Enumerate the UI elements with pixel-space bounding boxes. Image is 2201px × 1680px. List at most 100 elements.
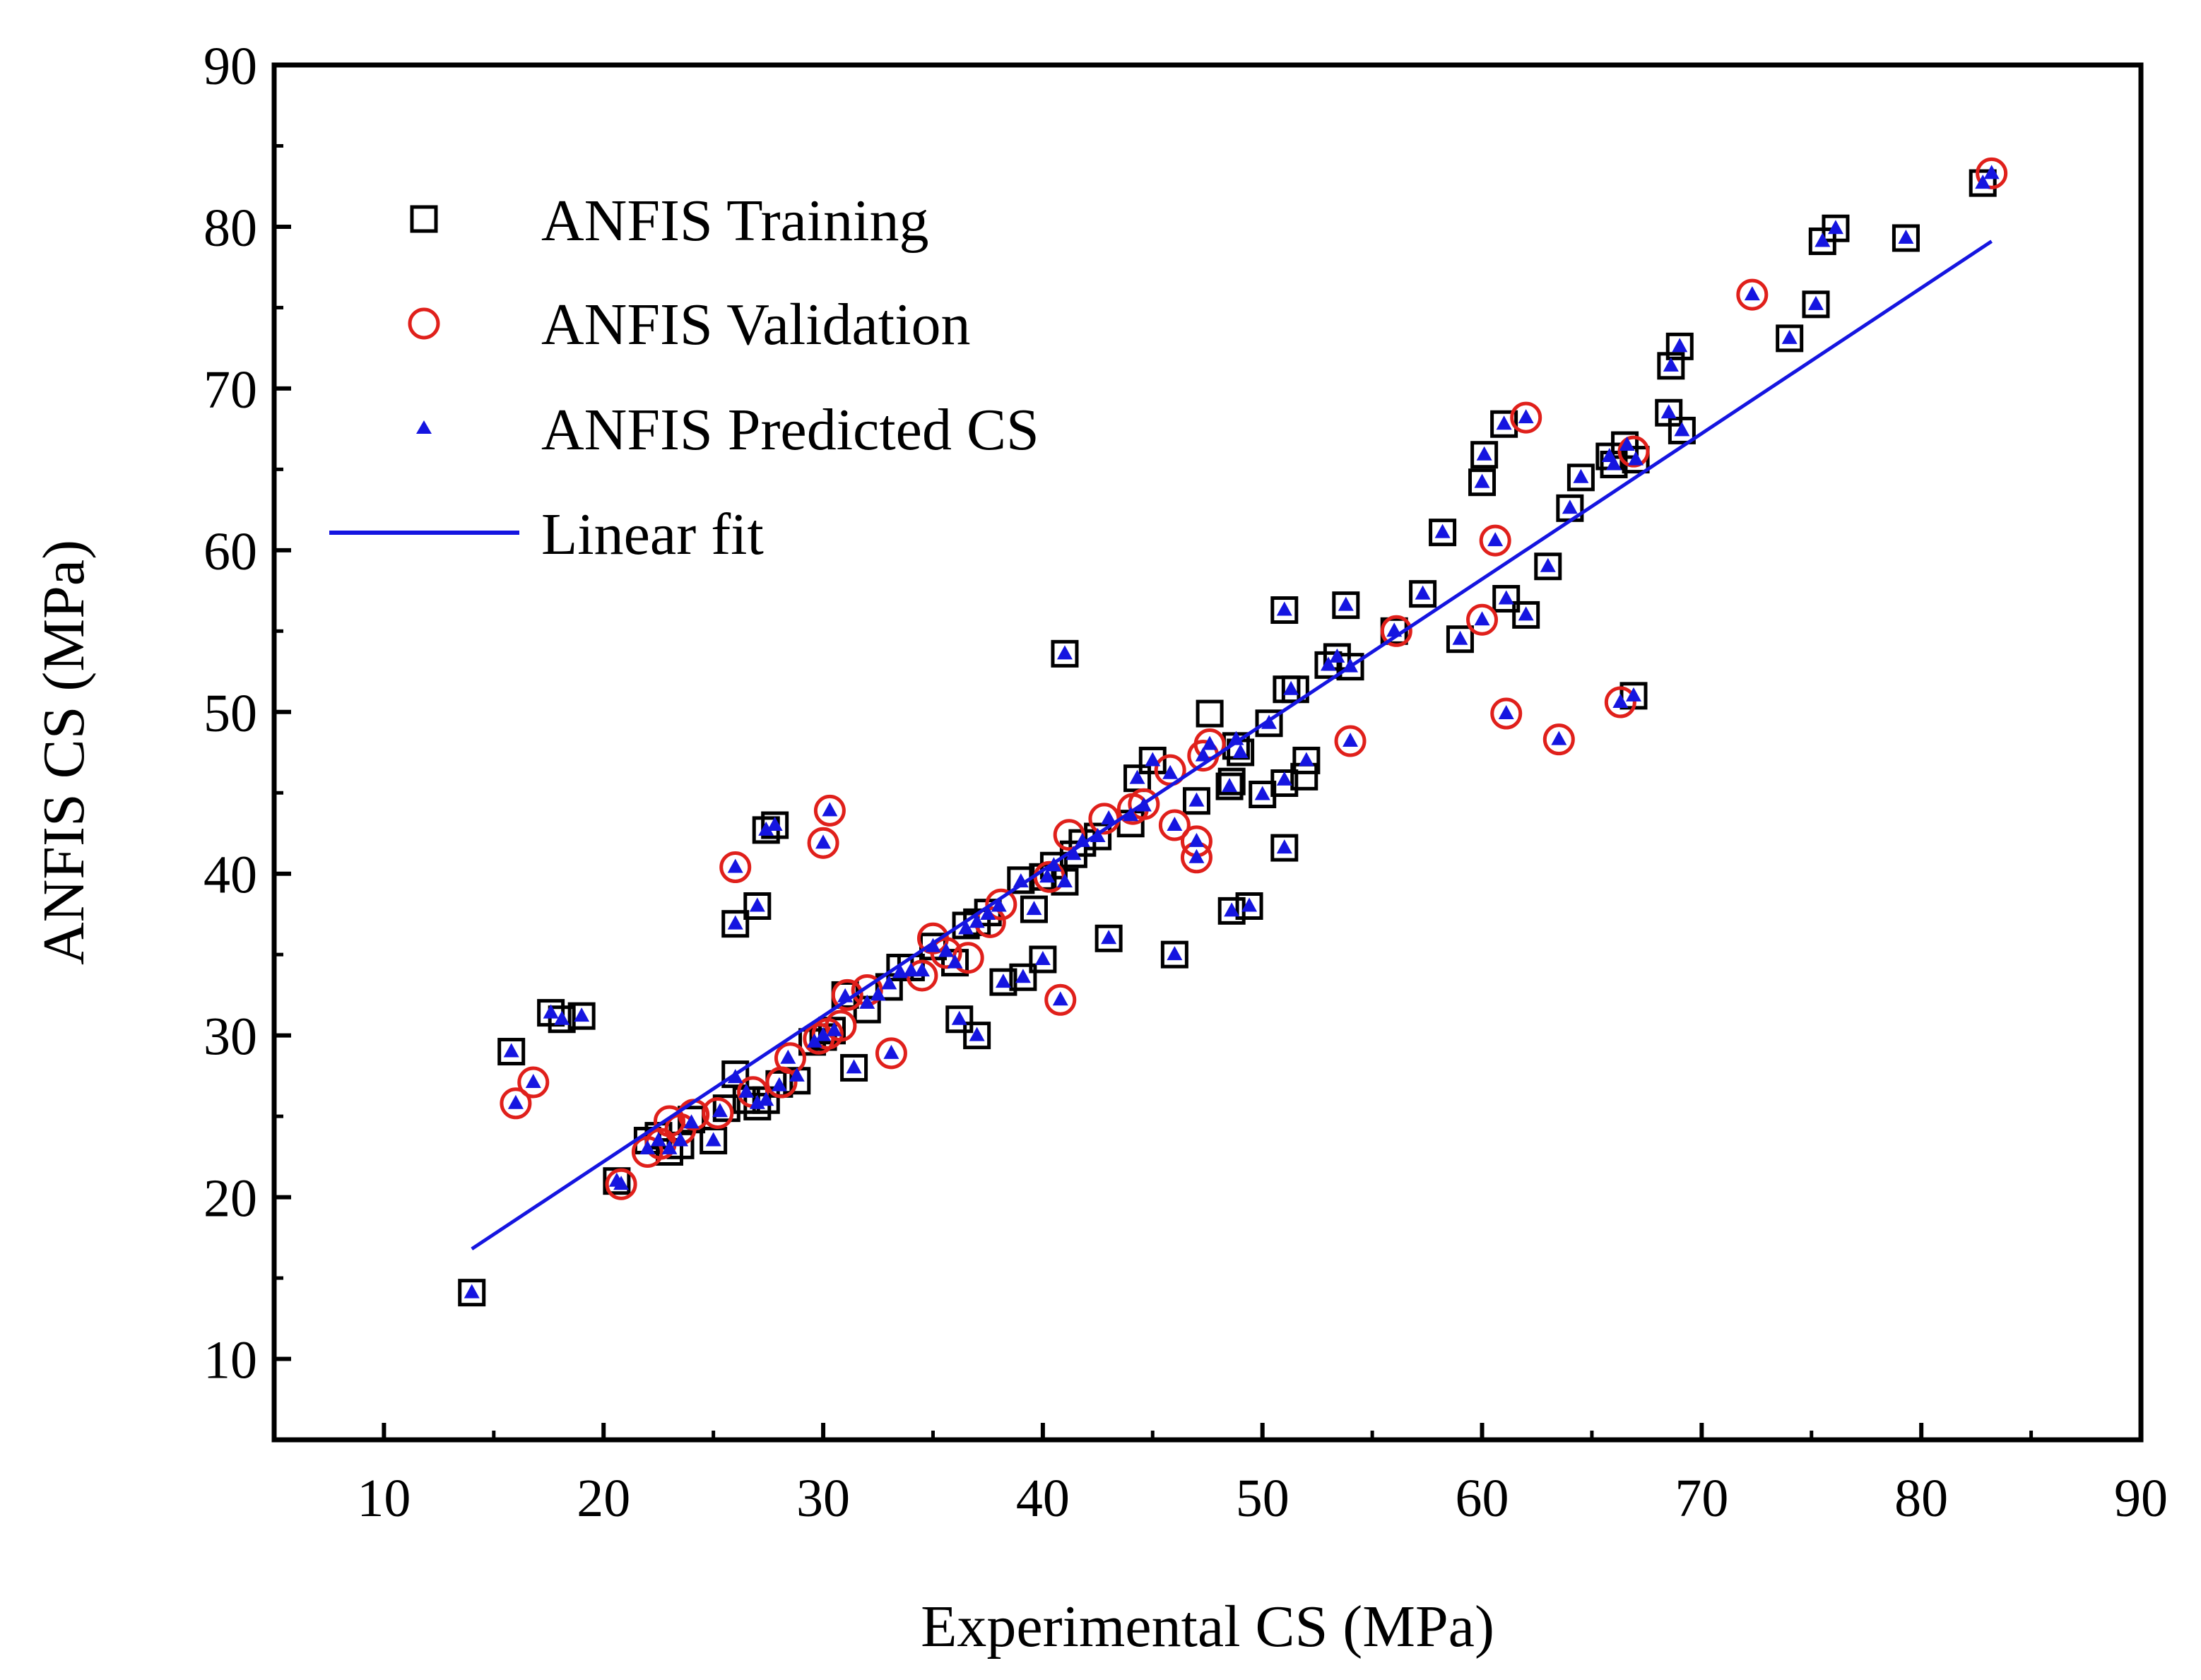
- predicted-point: [1052, 991, 1068, 1006]
- validation-point: [1466, 603, 1499, 636]
- predicted-point: [1628, 451, 1644, 466]
- predicted-point: [1167, 817, 1183, 832]
- training-point: [1029, 945, 1057, 974]
- validation-point: [1617, 435, 1650, 468]
- validation-point: [517, 1066, 550, 1099]
- training-point: [1215, 772, 1244, 800]
- predicted-point: [1498, 705, 1514, 720]
- training-point: [1668, 416, 1696, 444]
- predicted-point: [1188, 848, 1205, 863]
- legend-fit-label: Linear fit: [541, 502, 764, 567]
- training-point: [1892, 224, 1920, 252]
- validation-point: [1736, 278, 1769, 311]
- predicted-point: [947, 954, 963, 969]
- predicted-point: [958, 920, 974, 935]
- predicted-point: [1056, 873, 1073, 888]
- predicted-point: [554, 1010, 570, 1025]
- predicted-point: [1415, 585, 1431, 600]
- predicted-point: [1034, 951, 1051, 966]
- predicted-point: [780, 1049, 796, 1064]
- training-point: [1969, 169, 1997, 197]
- predicted-point: [503, 1043, 519, 1058]
- validation-point: [825, 1010, 857, 1042]
- y-tick-label: 40: [203, 846, 257, 905]
- predicted-point: [826, 1022, 842, 1036]
- training-point: [1182, 787, 1210, 815]
- predicted-point: [1606, 456, 1622, 471]
- training-point: [721, 1060, 750, 1089]
- validation-point: [1604, 686, 1636, 718]
- predicted-point: [749, 897, 765, 912]
- legend-validation-marker: [408, 307, 440, 340]
- predicted-point: [903, 962, 919, 977]
- training-point: [721, 910, 750, 938]
- predicted-point: [1975, 174, 1991, 189]
- axis-ticks: 10 20 30 40 50 60 70 80 90 10 20 30 40 50 60 70 80 90: [203, 37, 2168, 1528]
- predicted-point: [1518, 409, 1534, 424]
- predicted-point: [1518, 606, 1534, 621]
- predicted-point: [767, 817, 783, 832]
- x-tick-label: 80: [1894, 1469, 1948, 1528]
- predicted-point: [727, 915, 743, 930]
- linear-fit-line: [471, 239, 1993, 1250]
- training-point: [1270, 769, 1299, 797]
- training-point: [567, 1002, 596, 1030]
- predicted-point: [1167, 946, 1183, 961]
- training-point: [1468, 468, 1497, 497]
- predicted-point: [771, 1077, 787, 1092]
- predicted-point: [1496, 415, 1512, 430]
- predicted-point: [892, 964, 908, 978]
- fit-layer: [471, 239, 1993, 1250]
- predicted-point: [1202, 735, 1218, 750]
- training-point: [1196, 699, 1224, 728]
- predicted-point: [1827, 220, 1843, 235]
- training-point: [945, 1005, 974, 1034]
- legend-validation-label: ANFIS Validation: [541, 292, 970, 357]
- training-point: [1009, 963, 1037, 991]
- predicted-point: [1039, 868, 1056, 883]
- predicted-point: [574, 1007, 590, 1022]
- predicted-point: [1298, 752, 1314, 767]
- validation-point: [1044, 983, 1077, 1016]
- training-point: [1217, 767, 1246, 795]
- training-point: [743, 1092, 772, 1120]
- predicted-point: [712, 1103, 728, 1118]
- predicted-point: [870, 986, 886, 1001]
- predicted-point: [1660, 404, 1677, 419]
- legend-predicted-marker: [416, 420, 432, 434]
- legend-training-label: ANFIS Training: [541, 188, 929, 254]
- predicted-point: [1434, 523, 1451, 538]
- x-tick-label: 50: [1236, 1469, 1290, 1528]
- predicted-point: [1026, 901, 1042, 916]
- predicted-point: [507, 1094, 524, 1109]
- predicted-point: [914, 962, 930, 977]
- predicted-point: [822, 802, 838, 817]
- predicted-point: [1129, 769, 1145, 784]
- x-tick-label: 20: [577, 1469, 630, 1528]
- predicted-point: [1145, 752, 1161, 767]
- plot-frame: [271, 62, 2144, 1443]
- x-tick-label: 10: [357, 1469, 411, 1528]
- predicted-point: [815, 1027, 832, 1041]
- predicted-point: [661, 1140, 678, 1154]
- training-point: [1776, 324, 1804, 353]
- legend: ANFIS Training ANFIS Validation ANFIS Pr…: [329, 188, 1039, 567]
- validation-point: [774, 1042, 806, 1075]
- predicted-point: [1612, 694, 1629, 709]
- training-point: [1822, 214, 1850, 242]
- training-point: [1270, 596, 1299, 625]
- x-tick-label: 70: [1675, 1469, 1728, 1528]
- training-point: [761, 811, 789, 839]
- x-tick-label: 60: [1456, 1469, 1509, 1528]
- predicted-point: [525, 1074, 541, 1089]
- predicted-point: [980, 905, 996, 920]
- training-point: [1314, 651, 1343, 679]
- validation-point: [1334, 725, 1367, 757]
- training-point: [548, 1005, 576, 1034]
- training-point: [989, 968, 1017, 996]
- training-point: [1409, 580, 1437, 608]
- validation-point: [831, 978, 863, 1011]
- predicted-point: [1474, 611, 1490, 626]
- training-point: [1094, 924, 1123, 952]
